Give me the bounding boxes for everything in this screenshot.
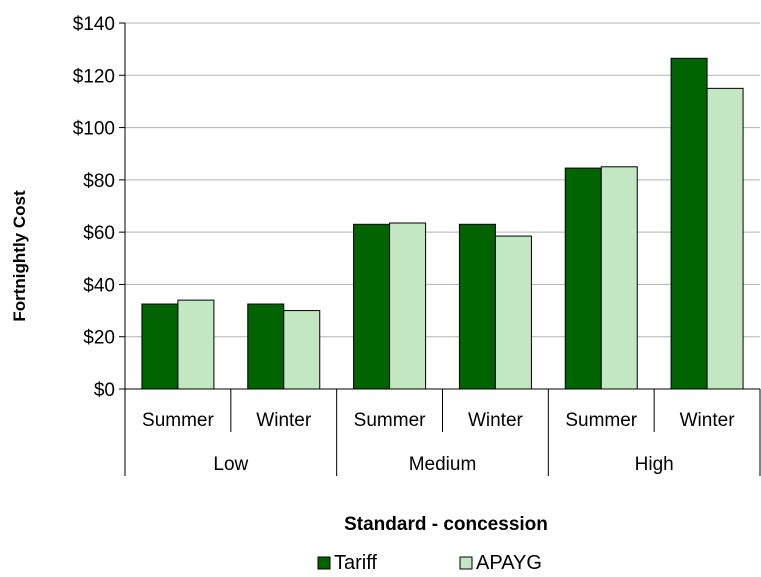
category-label: Winter: [256, 410, 312, 431]
x-axis: Summer Winter Summer Winter Summer Winter Low M…: [124, 388, 761, 476]
bar-tariff: [458, 223, 496, 390]
category-label: Winter: [468, 410, 524, 431]
legend: Tariff APAYG: [317, 552, 542, 574]
y-tick-label: $100: [73, 119, 115, 140]
bar-apayg: [706, 87, 744, 390]
category-label: Summer: [354, 410, 426, 431]
legend-swatch-apayg: [459, 556, 473, 570]
legend-label-tariff: Tariff: [334, 552, 377, 574]
y-tick-label: $60: [83, 223, 115, 244]
legend-label-apayg: APAYG: [476, 552, 542, 574]
bar-apayg: [177, 299, 215, 390]
y-tick-label: $20: [83, 328, 115, 349]
group-label: Medium: [409, 454, 477, 475]
y-tick-label: $40: [83, 275, 115, 296]
bar-tariff: [670, 57, 708, 390]
y-tick-label: $0: [94, 380, 115, 401]
category-label: Winter: [680, 410, 736, 431]
x-axis-label: Standard - concession: [344, 514, 548, 535]
y-tick-label: $140: [73, 14, 115, 35]
bar-apayg: [494, 235, 532, 390]
y-tick-label: $80: [83, 171, 115, 192]
y-tick-label: $120: [73, 66, 115, 87]
bar-tariff: [247, 303, 285, 390]
category-label: Summer: [142, 410, 214, 431]
y-axis: $0 $20 $40 $60 $80 $100 $120 $140: [73, 14, 126, 401]
gridlines: [125, 22, 760, 338]
bar-tariff: [564, 167, 602, 390]
group-label: Low: [213, 454, 248, 475]
bar-apayg: [283, 310, 321, 390]
bar-apayg: [600, 166, 638, 390]
bar-tariff: [353, 223, 391, 390]
bars: [141, 57, 744, 390]
category-label: Summer: [565, 410, 637, 431]
y-axis-label: Fortnightly Cost: [10, 190, 29, 322]
legend-swatch-tariff: [317, 556, 331, 570]
group-label: High: [635, 454, 674, 475]
bar-tariff: [141, 303, 179, 390]
bar-apayg: [389, 222, 427, 390]
